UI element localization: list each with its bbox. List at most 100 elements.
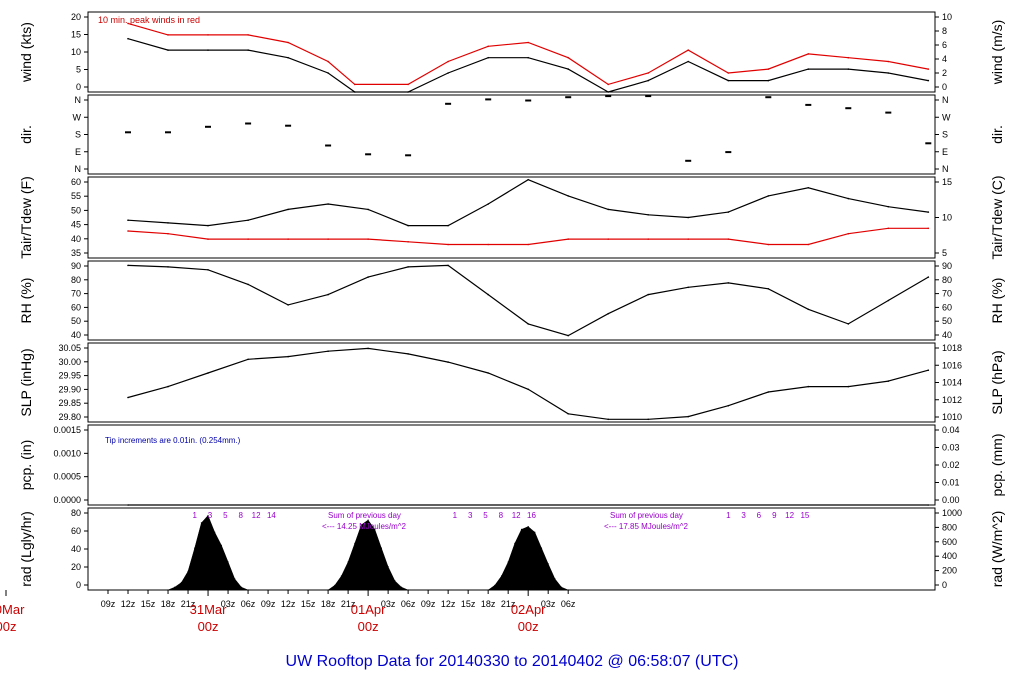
rh-series-0-point: [847, 323, 850, 325]
rad-series-point: [540, 547, 543, 549]
x-hour-tick-label: 15z: [141, 599, 156, 609]
wind-series-0-point: [647, 79, 649, 82]
dir-point: [405, 154, 412, 157]
pcp-right-tick-label: 0.00: [942, 495, 960, 505]
wind-left-axis-label: wind (kts): [18, 22, 34, 83]
slp-series-0-point: [567, 413, 569, 415]
x-day-label-name: 31Mar: [190, 602, 228, 617]
slp-series-0-point: [807, 385, 810, 388]
temp-series-1-point: [887, 227, 890, 230]
pcp-right-tick-label: 0.02: [942, 460, 960, 470]
dir-panel-frame: [87, 94, 936, 175]
rad-series-point: [334, 584, 336, 586]
rad-series-point: [354, 542, 356, 545]
rad-series-area: [167, 515, 569, 591]
x-hour-tick-label: 12z: [441, 599, 456, 609]
slp-right-tick-label: 1014: [942, 378, 962, 388]
rh-series-0-point: [407, 266, 409, 268]
wind-series-0-point: [327, 72, 329, 74]
wind-series-1-point: [647, 72, 649, 74]
slp-series-0-point: [647, 418, 649, 421]
rad-hour-mark: 16: [527, 511, 536, 520]
wind-series-0-line: [127, 38, 929, 93]
rh-series-0-point: [367, 276, 369, 278]
wind-series-1-point: [167, 34, 169, 36]
dir-left-axis-label: dir.: [18, 125, 34, 144]
rad-hour-mark: 1: [726, 511, 731, 520]
rad-hour-mark: 9: [772, 511, 777, 520]
rh-right-tick-label: 60: [942, 302, 952, 312]
rad-series-point: [174, 586, 176, 588]
x-hour-tick-label: 06z: [241, 599, 256, 609]
rh-right-tick-label: 90: [942, 261, 952, 271]
temp-right-tick-label: 5: [942, 248, 947, 258]
rad-left-tick-label: 0: [76, 580, 81, 590]
temp-series-0-line: [127, 179, 929, 227]
x-hour-tick-label: 03z: [381, 599, 396, 609]
x-hour-tick-label: 12z: [121, 599, 136, 609]
slp-right-tick-label: 1010: [942, 412, 962, 422]
rad-hour-mark: 8: [238, 511, 243, 520]
rad-series-point: [560, 586, 563, 588]
wind-series-0-point: [207, 49, 209, 51]
slp-series-0-point: [927, 369, 930, 372]
rad-series-point: [240, 586, 242, 588]
wind-series-0-point: [287, 56, 289, 59]
x-hour-tick-label: 15z: [461, 599, 476, 609]
rad-series-point: [194, 547, 196, 549]
temp-left-tick-label: 50: [71, 205, 81, 215]
temp-series-1-point: [687, 238, 689, 240]
temp-series-1-point: [127, 230, 129, 232]
dir-point: [165, 131, 171, 134]
rad-series-point: [347, 561, 349, 563]
rad-series-point: [380, 547, 382, 549]
slp-series-0-point: [447, 361, 449, 363]
x-day-label-hour: 00z: [358, 619, 379, 634]
dir-left-tick-label: N: [75, 95, 82, 105]
rad-series-point: [340, 575, 342, 577]
temp-right-axis-label: Tair/Tdew (C): [989, 175, 1005, 259]
dir-point: [765, 96, 772, 99]
x-hour-tick-label: 09z: [261, 599, 276, 609]
rh-series-0-point: [167, 266, 169, 268]
wind-series-1-point: [727, 72, 730, 74]
pcp-left-tick-label: 0.0015: [53, 425, 81, 435]
rad-hour-mark: 1: [192, 511, 197, 520]
dir-point: [845, 107, 852, 110]
temp-series-1-point: [647, 238, 649, 240]
rh-series-0-point: [927, 276, 930, 278]
x-day-label-name: 30Mar: [0, 602, 25, 617]
pcp-left-tick-label: 0.0000: [53, 495, 81, 505]
pcp-right-axis-label: pcp. (mm): [989, 434, 1005, 497]
temp-series-1-point: [207, 238, 209, 240]
rad-sum-2-line2: <--- 17.85 MJoules/m^2: [604, 522, 689, 531]
wind-series-1-point: [207, 34, 209, 36]
pcp-right-tick-label: 0.04: [942, 425, 960, 435]
wind-series-0-point: [487, 56, 490, 59]
wind-series-0-point: [567, 68, 569, 70]
temp-series-0-point: [327, 203, 329, 205]
wind-left-tick-label: 5: [76, 65, 81, 75]
rh-series-0-point: [687, 286, 689, 289]
slp-series-0-point: [367, 347, 369, 350]
rad-series-point: [514, 542, 516, 545]
rad-series-point: [400, 586, 403, 588]
wind-panel-frame: [87, 11, 936, 93]
dir-right-tick-label: W: [942, 112, 951, 122]
x-day-label-hour: 00z: [198, 619, 219, 634]
slp-right-tick-label: 1012: [942, 395, 962, 405]
slp-series-0-point: [487, 372, 490, 374]
dir-right-tick-label: N: [942, 164, 949, 174]
pcp-right-tick-label: 0.03: [942, 443, 960, 453]
temp-series-1-point: [327, 238, 329, 240]
temp-series-1-point: [487, 243, 490, 246]
rh-right-tick-label: 70: [942, 289, 952, 299]
slp-right-tick-label: 1018: [942, 343, 962, 353]
slp-left-tick-label: 29.95: [58, 371, 81, 381]
temp-left-axis-label: Tair/Tdew (F): [18, 176, 34, 258]
slp-series-0-point: [207, 372, 209, 374]
x-day-label-hour: 00z: [518, 619, 539, 634]
rad-series-point: [494, 584, 496, 586]
slp-left-tick-label: 30.00: [58, 357, 81, 367]
slp-left-tick-label: 29.85: [58, 398, 81, 408]
